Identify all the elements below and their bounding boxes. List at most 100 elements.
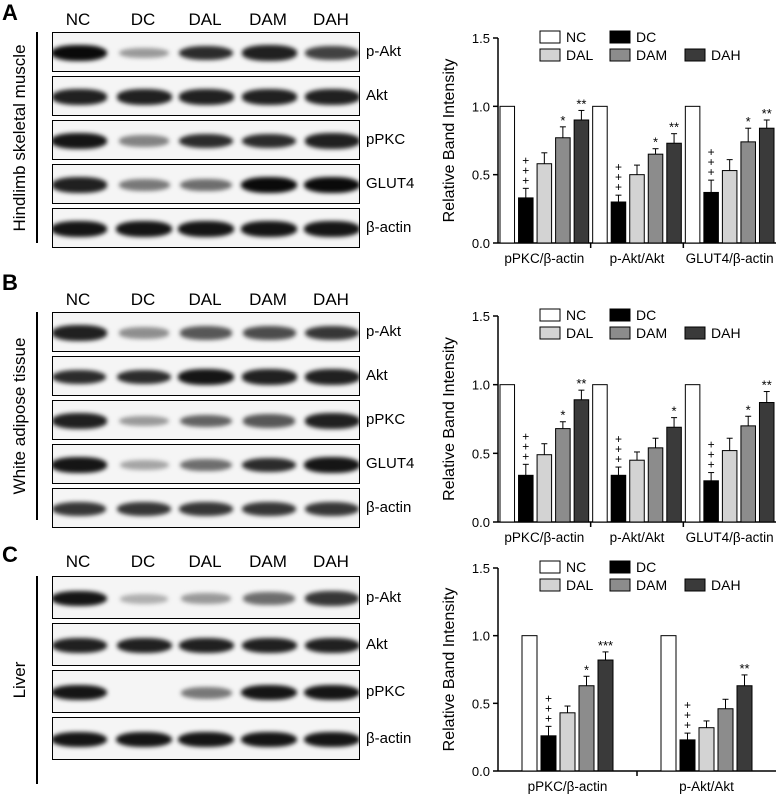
category-label: GLUT4/β-actin	[686, 530, 774, 545]
significance-mark: +	[545, 691, 552, 705]
legend-label: NC	[566, 307, 586, 323]
blot-band	[241, 731, 297, 748]
legend-label: DAH	[711, 47, 741, 63]
significance-mark: +	[708, 155, 715, 169]
legend-label: DAH	[711, 577, 741, 593]
bar	[573, 119, 590, 244]
blot-band	[178, 133, 234, 149]
y-tick-label: 1.0	[472, 378, 490, 393]
bar	[610, 201, 627, 244]
blot-band	[180, 414, 232, 428]
tissue-label: Liver	[10, 661, 29, 699]
blot-band	[178, 89, 234, 105]
legend-swatch	[609, 326, 631, 340]
blot-label: Akt	[366, 367, 388, 384]
blot-label: Akt	[366, 635, 388, 653]
blot-label: p-Akt	[366, 588, 402, 606]
blot-label: pPKC	[366, 682, 406, 700]
y-tick-label: 1.5	[472, 309, 490, 324]
bar	[521, 635, 538, 772]
western-blot-strip	[52, 32, 360, 72]
blot-band	[241, 221, 297, 237]
y-tick-label: 0.0	[472, 764, 490, 779]
blot-band	[178, 45, 234, 61]
legend-swatch	[609, 48, 631, 62]
bar	[555, 428, 571, 523]
significance-mark: **	[762, 106, 772, 121]
y-tick-label: 0.0	[472, 236, 490, 251]
significance-mark: ***	[598, 638, 613, 653]
bar	[578, 685, 595, 772]
significance-mark: +	[615, 160, 622, 174]
significance-mark: *	[746, 402, 751, 417]
blot-label: p-Akt	[366, 43, 402, 60]
blot-band	[53, 731, 107, 748]
lane-header: DC	[130, 290, 156, 309]
blot-band	[305, 501, 359, 517]
panel-letter: A	[2, 0, 18, 25]
lane-header: DC	[130, 10, 156, 29]
bar	[536, 454, 553, 523]
lane-header: DAM	[249, 290, 287, 309]
western-blot-strip	[52, 576, 360, 619]
blot-band	[241, 637, 297, 654]
blot-band	[241, 133, 297, 149]
western-blot-strip	[52, 312, 360, 352]
tissue-label: White adipose tissue	[10, 337, 29, 495]
blot-band	[305, 591, 359, 606]
legend-label: DC	[636, 307, 656, 323]
blot-band	[241, 45, 297, 61]
legend-label: DAL	[566, 325, 593, 341]
bar	[629, 174, 645, 244]
bar	[740, 141, 756, 244]
blot-band	[242, 326, 296, 340]
blot-label: pPKC	[366, 411, 406, 428]
legend-swatch	[539, 30, 561, 44]
lane-header: DC	[130, 552, 156, 571]
blot-band	[53, 221, 107, 237]
bar	[740, 425, 756, 523]
significance-mark: +	[615, 170, 622, 184]
blot-label: GLUT4	[366, 175, 415, 192]
lane-header: DAH	[313, 552, 349, 571]
legend-swatch	[539, 578, 561, 592]
blot-label: β-actin	[366, 729, 412, 747]
blot-band	[304, 731, 359, 748]
lane-header: DAH	[313, 290, 349, 309]
blot-band	[118, 179, 170, 191]
blot-band	[242, 414, 296, 428]
significance-mark: +	[522, 153, 529, 167]
legend-swatch	[609, 308, 631, 322]
significance-mark: *	[653, 135, 658, 150]
western-blot-strip	[52, 717, 360, 760]
category-label: pPKC/β-actin	[504, 530, 584, 545]
y-axis-label: Relative Band Intensity	[441, 59, 458, 223]
blot-label: pPKC	[366, 131, 406, 148]
blot-label: β-actin	[366, 219, 412, 236]
blot-band	[53, 501, 106, 517]
blot-band	[118, 135, 170, 147]
legend-swatch	[609, 560, 631, 574]
significance-mark: +	[522, 439, 529, 453]
bar	[698, 727, 715, 772]
significance-mark: +	[708, 448, 715, 462]
blot-band	[304, 221, 359, 237]
legend-label: DC	[636, 29, 656, 45]
bar	[499, 384, 516, 523]
blot-band	[180, 686, 232, 699]
blot-band	[53, 684, 107, 701]
bar	[758, 127, 775, 244]
blot-band	[53, 637, 107, 654]
significance-mark: **	[576, 376, 586, 391]
bar	[597, 659, 614, 772]
western-blot-strip	[52, 208, 360, 248]
y-tick-label: 0.5	[472, 696, 490, 711]
significance-mark: **	[739, 661, 749, 676]
blot-band	[305, 325, 359, 341]
significance-mark: +	[708, 165, 715, 179]
blot-band	[53, 45, 107, 61]
legend-swatch	[539, 560, 561, 574]
lane-header: NC	[65, 290, 91, 309]
tissue-bracket	[36, 576, 38, 784]
